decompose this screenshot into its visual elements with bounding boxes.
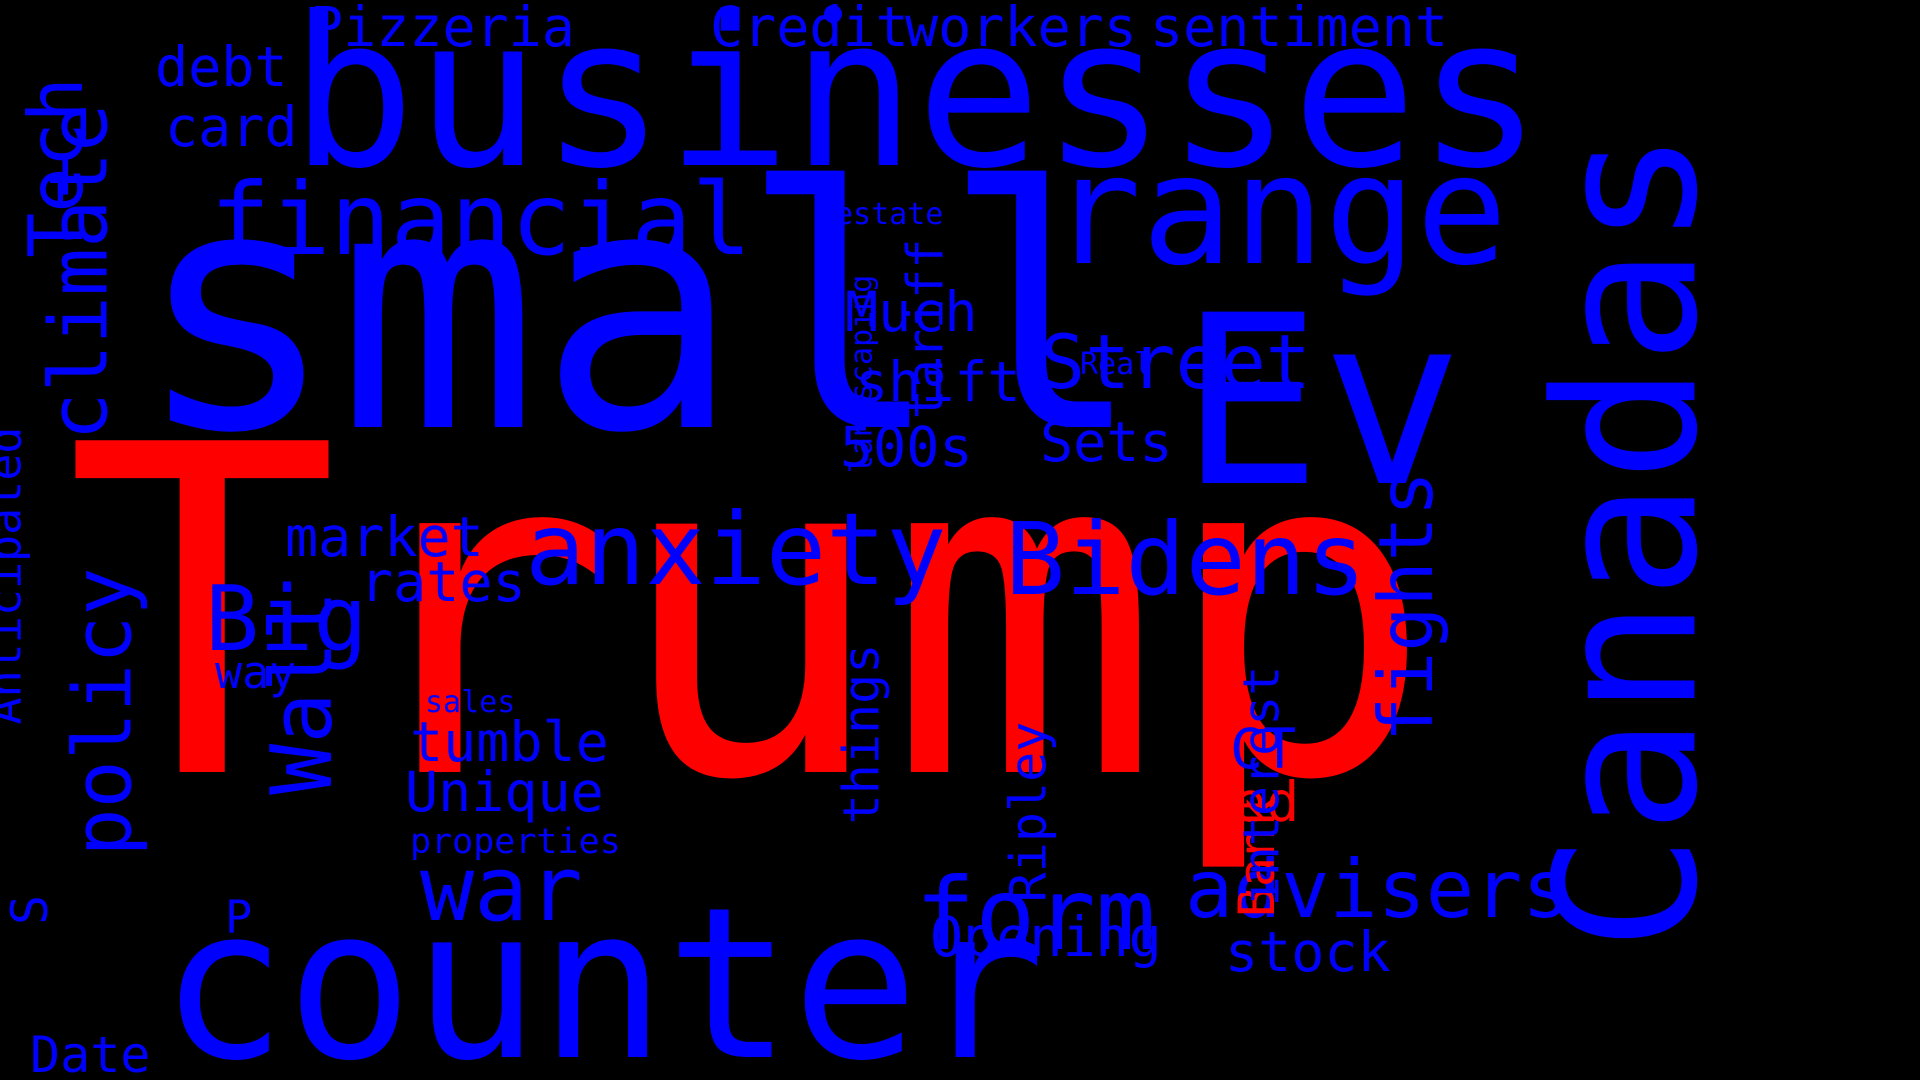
word-war: war [420,837,583,942]
word-tariff: tariff [896,238,955,420]
word-things: things [832,643,891,825]
word-small: small [135,117,1144,507]
word-landscaping: landscaping [844,274,880,474]
word-financial: financial [210,161,752,278]
word-real: Real [1080,347,1153,382]
word-sentiment: sentiment [1150,0,1449,59]
word-500s: 500s [840,415,973,479]
word-pizzeria: Pizzeria [310,0,575,59]
word-trump: Trump [65,351,1435,880]
word-p: P [225,891,253,944]
word-s: S [1,894,60,926]
word-counter: counter [160,862,1046,1080]
word-date: Date [30,1026,151,1080]
word-properties: properties [410,822,621,862]
word-stock: stock [1225,920,1391,984]
word-advisers: advisers [1185,843,1571,936]
word-tumble: tumble [410,710,609,774]
word-unique: Unique [405,760,604,824]
word-card: card [165,95,298,159]
word-fed: Fed [1200,770,1300,834]
word-canadas: Canadas [1513,129,1741,952]
word-policy: policy [56,567,150,857]
word-workers: workers [905,0,1137,59]
word-anticipated: Anticipated [0,426,32,725]
word-ripley: Ripley [999,721,1058,903]
word-sales: sales [425,685,516,720]
word-form: form [915,856,1156,973]
word-rates: rates [360,550,526,614]
word-sets: Sets [1040,410,1173,474]
word-big: Big [205,567,368,672]
word-shift: shift [855,350,1021,414]
word-ev: Ev [1180,266,1463,539]
word-ct: CT [1230,717,1297,781]
word-debt: debt [155,35,288,99]
word-anxiety: anxiety [525,491,947,608]
word-way: way [215,646,297,699]
word-market: market [285,505,484,569]
word-opening: Opening [930,905,1162,969]
word-fights: fights [1361,471,1450,742]
word-street: Street [1040,318,1311,406]
word-tech: Tech [11,77,100,258]
word-estate: estate [835,197,944,232]
word-businesses: businesses [290,0,1543,215]
word-range: range [1050,122,1508,299]
word-much: Much [845,280,978,344]
word-bidens: Bidens [1005,501,1367,618]
word-credit: Credit [710,0,909,59]
dot-mark [824,5,842,23]
word-interest: interest [1232,665,1291,907]
